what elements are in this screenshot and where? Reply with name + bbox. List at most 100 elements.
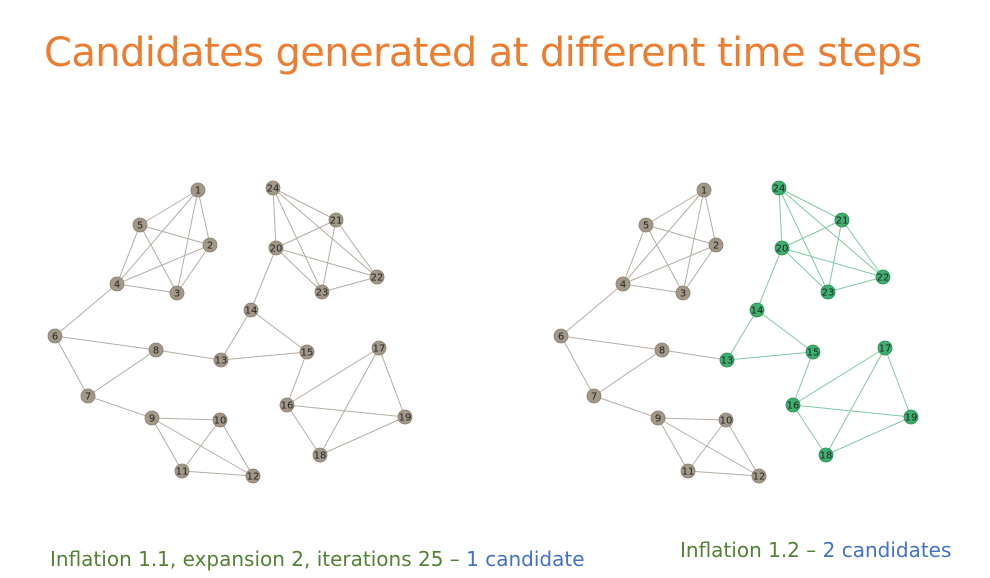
edge-21-23	[827, 219, 843, 293]
node-circle-23	[314, 284, 330, 300]
node-24: 24	[265, 180, 281, 196]
edge-1-4	[622, 189, 705, 285]
node-21: 21	[328, 212, 344, 228]
edge-24-22	[778, 187, 884, 278]
edge-16-19	[792, 404, 912, 418]
edge-6-7	[560, 335, 595, 397]
node-label-7: 7	[591, 392, 597, 403]
node-label-7: 7	[85, 392, 91, 403]
edge-15-16	[792, 351, 814, 406]
edge-6-7	[54, 335, 89, 397]
node-label-16: 16	[281, 401, 294, 412]
edge-2-3	[176, 244, 211, 294]
node-label-8: 8	[659, 346, 665, 357]
edge-14-15	[250, 309, 308, 353]
node-label-8: 8	[153, 346, 159, 357]
node-circle-15	[805, 344, 821, 360]
node-label-18: 18	[314, 451, 327, 462]
node-2: 2	[708, 237, 724, 253]
edge-9-10	[151, 417, 221, 421]
caption-left: Inflation 1.1, expansion 2, iterations 2…	[50, 547, 585, 571]
node-2: 2	[202, 237, 218, 253]
edge-9-12	[657, 417, 760, 477]
node-circle-9	[144, 410, 160, 426]
edge-21-22	[841, 219, 884, 278]
node-label-5: 5	[137, 221, 143, 232]
node-4: 4	[109, 276, 125, 292]
node-16: 16	[279, 397, 295, 413]
node-circle-7	[80, 388, 96, 404]
edge-15-16	[286, 351, 308, 406]
edge-4-3	[116, 283, 178, 294]
node-circle-6	[47, 328, 63, 344]
edge-13-15	[726, 351, 814, 361]
node-circle-4	[109, 276, 125, 292]
node-label-14: 14	[245, 306, 258, 317]
node-circle-15	[299, 344, 315, 360]
edge-24-23	[272, 187, 323, 293]
node-circle-1	[696, 182, 712, 198]
edge-1-5	[645, 189, 705, 226]
edge-20-21	[275, 219, 337, 249]
node-label-23: 23	[316, 288, 329, 299]
edge-16-17	[286, 347, 380, 406]
node-circle-22	[369, 269, 385, 285]
node-label-5: 5	[643, 221, 649, 232]
edge-16-18	[792, 404, 827, 456]
node-15: 15	[299, 344, 315, 360]
node-label-13: 13	[721, 356, 734, 367]
edge-14-15	[756, 309, 814, 353]
edge-17-18	[825, 347, 886, 456]
node-10: 10	[212, 412, 228, 428]
edge-20-22	[781, 247, 884, 278]
node-12: 12	[751, 468, 767, 484]
node-circle-3	[169, 285, 185, 301]
node-14: 14	[243, 302, 259, 318]
edge-22-23	[321, 276, 378, 293]
edge-24-23	[778, 187, 829, 293]
node-label-2: 2	[207, 241, 213, 252]
node-label-11: 11	[682, 467, 695, 478]
node-5: 5	[638, 217, 654, 233]
edge-24-21	[778, 187, 843, 221]
edge-10-12	[725, 419, 760, 477]
node-circle-7	[586, 388, 602, 404]
node-label-15: 15	[301, 348, 314, 359]
node-circle-18	[312, 447, 328, 463]
node-label-10: 10	[720, 416, 733, 427]
caption-left-params: Inflation 1.1, expansion 2, iterations 2…	[50, 547, 460, 571]
node-12: 12	[245, 468, 261, 484]
caption-right: Inflation 1.2 – 2 candidates	[680, 538, 951, 562]
edge-13-14	[726, 309, 758, 361]
edge-22-23	[827, 276, 884, 293]
edge-20-23	[781, 247, 829, 293]
node-label-22: 22	[877, 273, 890, 284]
edge-1-2	[703, 189, 717, 246]
node-circle-13	[213, 352, 229, 368]
node-5: 5	[132, 217, 148, 233]
node-circle-5	[638, 217, 654, 233]
node-label-21: 21	[330, 216, 343, 227]
edge-5-3	[139, 224, 178, 294]
node-11: 11	[174, 463, 190, 479]
node-23: 23	[820, 284, 836, 300]
node-label-18: 18	[820, 451, 833, 462]
edge-9-11	[151, 417, 183, 472]
node-label-6: 6	[558, 332, 564, 343]
edge-11-12	[181, 470, 254, 477]
node-circle-19	[903, 409, 919, 425]
edge-20-22	[275, 247, 378, 278]
node-label-13: 13	[215, 356, 228, 367]
edge-24-20	[272, 187, 277, 249]
node-19: 19	[397, 409, 413, 425]
node-18: 18	[818, 447, 834, 463]
edge-5-4	[622, 224, 647, 285]
slide-title: Candidates generated at different time s…	[44, 30, 922, 76]
node-6: 6	[47, 328, 63, 344]
node-circle-11	[680, 463, 696, 479]
node-circle-9	[650, 410, 666, 426]
node-label-9: 9	[655, 414, 661, 425]
edge-24-21	[272, 187, 337, 221]
node-19: 19	[903, 409, 919, 425]
